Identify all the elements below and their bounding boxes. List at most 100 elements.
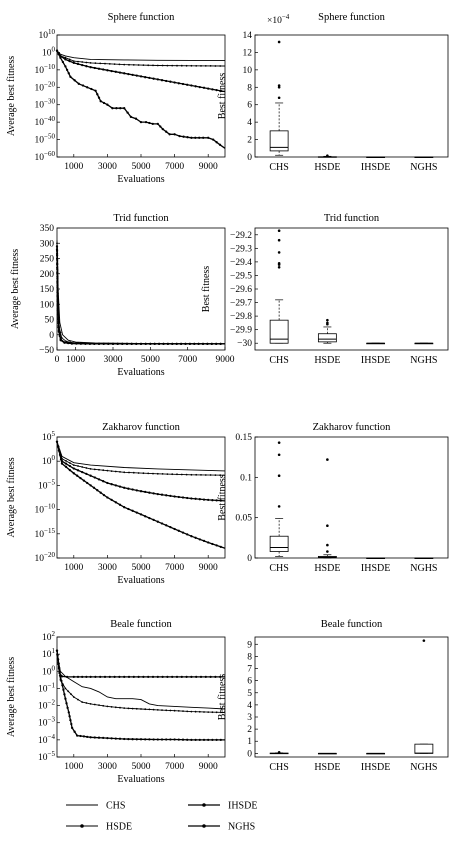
- y-tick-label: 350: [40, 224, 55, 234]
- series-marker: [139, 342, 143, 346]
- box-body: [414, 743, 434, 754]
- series-marker: [137, 64, 140, 66]
- series-marker: [55, 49, 59, 52]
- series-marker: [190, 64, 193, 67]
- series-marker: [64, 56, 67, 59]
- category-label: NGHS: [410, 355, 437, 366]
- series-marker: [137, 675, 140, 679]
- series-marker: [186, 496, 189, 500]
- series-marker: [76, 62, 80, 66]
- x-tick-label: 3000: [98, 563, 117, 573]
- series-marker: [219, 499, 222, 502]
- series-marker: [110, 706, 113, 708]
- y-tick-label: 102: [42, 630, 56, 643]
- series-marker: [89, 484, 92, 487]
- series-marker: [194, 136, 197, 139]
- series-marker: [59, 339, 62, 342]
- series-marker: [102, 704, 105, 707]
- y-tick-label: 0.05: [235, 514, 252, 524]
- series-marker: [180, 473, 183, 476]
- y-tick-label: 12: [243, 48, 253, 58]
- series-marker: [107, 342, 110, 346]
- series-marker: [56, 290, 59, 294]
- series-marker: [185, 675, 188, 679]
- series-marker: [135, 707, 138, 710]
- series-hsde: [56, 440, 226, 477]
- series-marker: [127, 707, 130, 710]
- series-marker: [93, 342, 96, 346]
- y-tick-label: 5: [247, 689, 252, 699]
- y-tick-label: 8: [247, 83, 252, 93]
- series-marker: [102, 469, 105, 472]
- outlier-point: [277, 251, 281, 254]
- series-marker: [79, 342, 83, 345]
- series-marker: [177, 82, 180, 85]
- series-marker: [125, 342, 129, 346]
- series-marker: [119, 107, 122, 110]
- series-marker: [57, 667, 61, 670]
- series-marker: [85, 675, 88, 679]
- series-marker: [176, 64, 178, 67]
- series-marker: [166, 675, 169, 679]
- series-marker: [114, 737, 117, 740]
- series-marker: [89, 66, 92, 69]
- y-tick-label: 150: [40, 285, 55, 295]
- series-marker: [89, 468, 92, 470]
- series-marker: [94, 675, 97, 679]
- series-marker: [219, 675, 222, 679]
- series-marker: [88, 342, 92, 345]
- series-marker: [219, 738, 222, 742]
- y-tick-label: 10−50: [35, 133, 56, 146]
- category-label: IHSDE: [361, 355, 390, 366]
- series-marker: [102, 101, 106, 105]
- x-tick-label: 7000: [165, 762, 184, 772]
- box-chs: [269, 441, 289, 557]
- legend-item-hsde: HSDE: [66, 822, 132, 833]
- series-marker: [219, 342, 222, 346]
- series-marker: [99, 62, 102, 65]
- series-marker: [90, 87, 93, 91]
- outlier-point: [326, 458, 329, 461]
- y-axis-label: Average best fitness: [6, 457, 17, 537]
- series-marker: [131, 707, 134, 710]
- y-axis-label: Best fitness: [201, 266, 212, 312]
- series-marker: [123, 737, 126, 741]
- y-tick-label: 101: [42, 647, 56, 660]
- series-marker: [144, 708, 147, 711]
- y-axis-label: Average best fitness: [6, 56, 17, 136]
- series-marker: [82, 735, 86, 738]
- series-marker: [173, 709, 176, 712]
- series-marker: [190, 473, 193, 476]
- series-marker: [166, 473, 169, 475]
- series-marker: [156, 492, 159, 496]
- series-marker: [180, 675, 183, 679]
- box-chart-2: Zakharov function 0 0.05 0.1 0.15 Best fitnes…: [217, 422, 449, 574]
- series-marker: [139, 490, 143, 493]
- series-marker: [111, 342, 115, 346]
- outlier-point: [326, 543, 329, 547]
- series-hsde: [56, 653, 226, 714]
- series-marker: [212, 138, 215, 141]
- category-label: NGHS: [410, 563, 437, 574]
- category-label: NGHS: [410, 762, 437, 773]
- series-marker: [79, 734, 82, 738]
- series-marker: [173, 495, 176, 498]
- series-marker: [211, 738, 214, 742]
- x-tick-label: 1000: [64, 563, 83, 573]
- y-tick-label: −29.9: [230, 326, 252, 336]
- y-tick-label: 10−30: [35, 98, 56, 111]
- series-marker: [207, 541, 210, 544]
- series-marker: [169, 80, 172, 83]
- series-marker: [93, 468, 96, 471]
- series-marker: [126, 111, 129, 114]
- series-marker: [123, 72, 126, 75]
- series-marker: [165, 738, 168, 741]
- outlier-point: [277, 263, 281, 266]
- series-marker: [56, 313, 60, 316]
- series-marker: [144, 515, 147, 518]
- series-marker: [76, 734, 79, 737]
- series-marker: [173, 81, 176, 84]
- series-marker: [114, 706, 117, 709]
- box-chart-1: Trid function −29.2 −29.3 −29.4 −29.5 −29.6 −2…: [201, 213, 449, 366]
